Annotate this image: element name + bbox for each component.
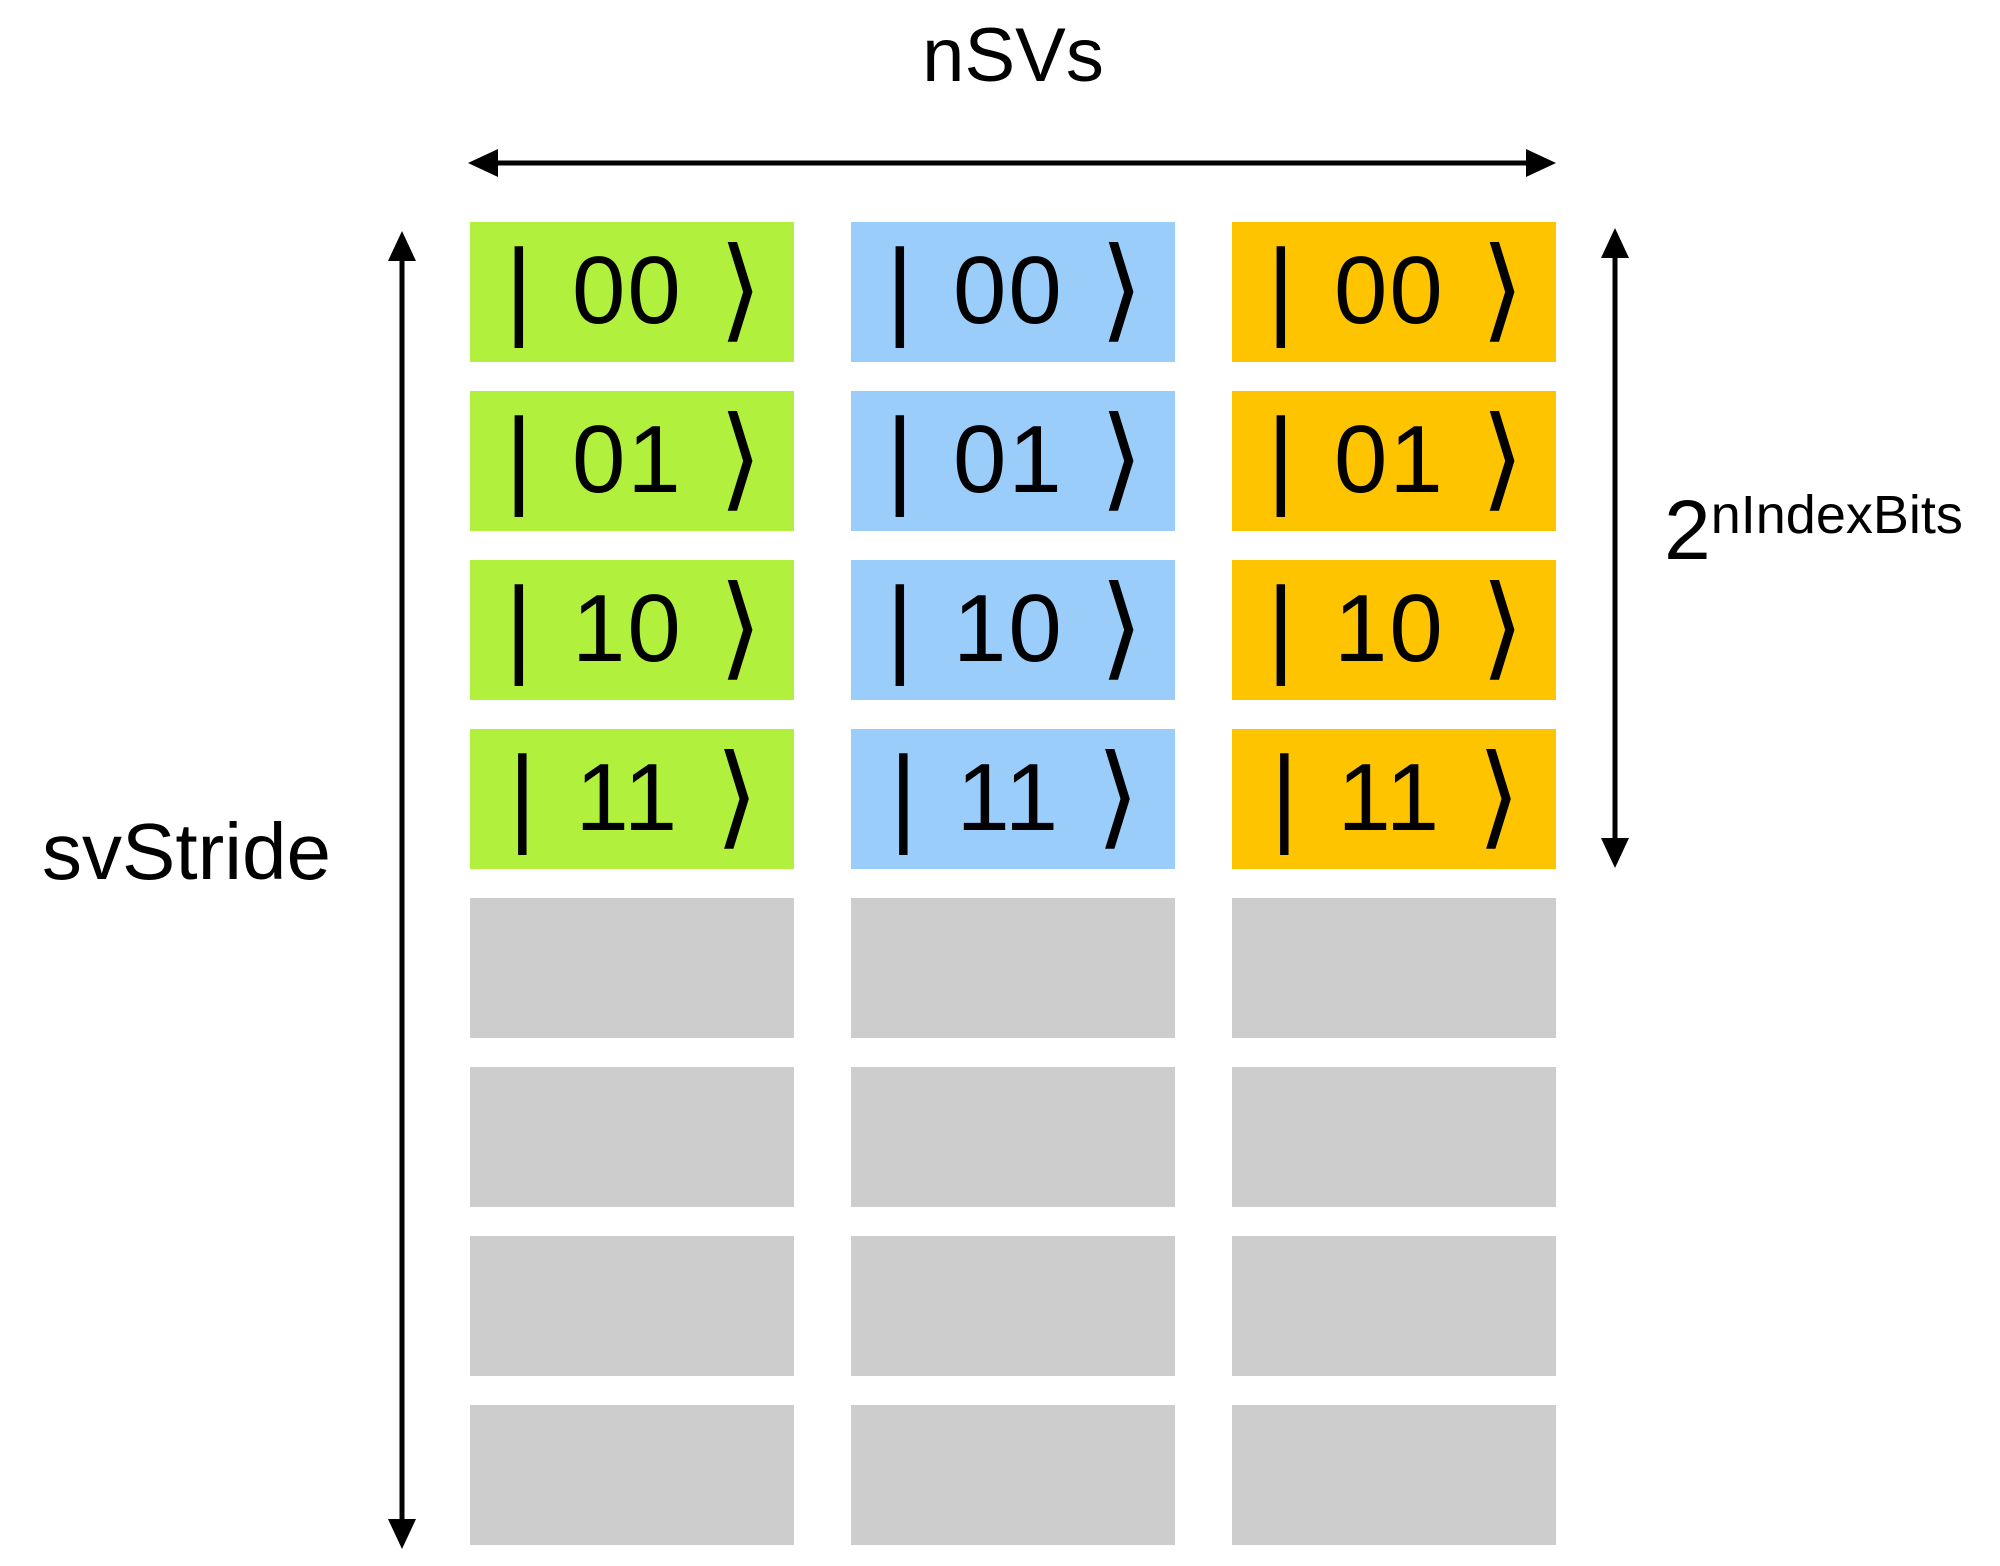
ket-right-angle-icon: ⟩: [1480, 562, 1525, 692]
ket-right-angle-icon: ⟩: [718, 393, 763, 523]
placeholder-cell: [851, 1405, 1175, 1545]
placeholder-cell: [851, 898, 1175, 1038]
ket-bar-glyph: |: [886, 737, 921, 856]
ket-cell-01: | 01 ⟩: [1232, 391, 1556, 531]
placeholder-cell: [1232, 1067, 1556, 1207]
ket-bar-glyph: |: [505, 737, 540, 856]
arrowhead-up-icon: [1601, 228, 1629, 258]
index-bits-height-arrow: [1601, 228, 1629, 868]
placeholder-cell: [1232, 898, 1556, 1038]
ket-right-angle-icon: ⟩: [1099, 393, 1144, 523]
ket-cell-10: | 10 ⟩: [1232, 560, 1556, 700]
ket-bar-glyph: |: [501, 568, 536, 687]
arrowhead-right-icon: [1526, 149, 1556, 177]
ket-bar-glyph: |: [882, 568, 917, 687]
arrowhead-down-icon: [388, 1519, 416, 1549]
ket-cell-00: | 00 ⟩: [851, 222, 1175, 362]
state-vector-column-3: | 00 ⟩ | 01 ⟩ | 10 ⟩ | 11 ⟩: [1232, 222, 1556, 1545]
ket-right-angle-icon: ⟩: [718, 224, 763, 354]
ket-digits: 00: [1333, 237, 1445, 344]
ket-right-angle-icon: ⟩: [1099, 224, 1144, 354]
placeholder-cell: [851, 1067, 1175, 1207]
ket-bar-glyph: |: [1263, 230, 1298, 349]
ket-digits: 01: [571, 406, 683, 513]
ket-bar-glyph: |: [882, 399, 917, 518]
arrowhead-down-icon: [1601, 838, 1629, 868]
ket-bar-glyph: |: [1263, 568, 1298, 687]
ket-cell-10: | 10 ⟩: [851, 560, 1175, 700]
svstride-label: svStride: [42, 807, 331, 896]
ket-digits: 11: [956, 744, 1061, 851]
state-vector-column-1: | 00 ⟩ | 01 ⟩ | 10 ⟩ | 11 ⟩: [470, 222, 794, 1545]
ket-right-angle-icon: ⟩: [1096, 731, 1140, 861]
nsvs-width-arrow: [468, 149, 1556, 177]
arrowhead-up-icon: [388, 231, 416, 261]
ket-cell-10: | 10 ⟩: [470, 560, 794, 700]
index-bits-label: 2nIndexBits: [1664, 488, 1963, 572]
ket-bar-glyph: |: [1263, 399, 1298, 518]
ket-cell-01: | 01 ⟩: [851, 391, 1175, 531]
ket-cell-11: | 11 ⟩: [1232, 729, 1556, 869]
index-bits-exponent: nIndexBits: [1710, 485, 1963, 545]
ket-right-angle-icon: ⟩: [715, 731, 759, 861]
ket-digits: 11: [575, 744, 680, 851]
placeholder-cell: [470, 1405, 794, 1545]
placeholder-cell: [470, 1067, 794, 1207]
ket-cell-00: | 00 ⟩: [470, 222, 794, 362]
ket-right-angle-icon: ⟩: [718, 562, 763, 692]
ket-bar-glyph: |: [882, 230, 917, 349]
ket-digits: 00: [571, 237, 683, 344]
placeholder-cell: [1232, 1405, 1556, 1545]
placeholder-cell: [1232, 1236, 1556, 1376]
state-vector-column-2: | 00 ⟩ | 01 ⟩ | 10 ⟩ | 11 ⟩: [851, 222, 1175, 1545]
placeholder-cell: [851, 1236, 1175, 1376]
ket-right-angle-icon: ⟩: [1480, 393, 1525, 523]
ket-digits: 00: [952, 237, 1064, 344]
nsvs-label: nSVs: [922, 13, 1104, 98]
ket-digits: 01: [952, 406, 1064, 513]
ket-digits: 10: [952, 575, 1064, 682]
placeholder-cell: [470, 898, 794, 1038]
placeholder-cell: [470, 1236, 794, 1376]
ket-digits: 10: [571, 575, 683, 682]
ket-cell-11: | 11 ⟩: [851, 729, 1175, 869]
ket-digits: 01: [1333, 406, 1445, 513]
arrowhead-left-icon: [468, 149, 498, 177]
ket-bar-glyph: |: [501, 399, 536, 518]
svstride-height-arrow: [388, 231, 416, 1549]
ket-right-angle-icon: ⟩: [1477, 731, 1521, 861]
ket-bar-glyph: |: [1267, 737, 1302, 856]
ket-bar-glyph: |: [501, 230, 536, 349]
index-bits-base: 2: [1664, 483, 1711, 577]
ket-digits: 10: [1333, 575, 1445, 682]
ket-cell-01: | 01 ⟩: [470, 391, 794, 531]
ket-digits: 11: [1337, 744, 1442, 851]
ket-right-angle-icon: ⟩: [1480, 224, 1525, 354]
ket-cell-00: | 00 ⟩: [1232, 222, 1556, 362]
ket-right-angle-icon: ⟩: [1099, 562, 1144, 692]
ket-cell-11: | 11 ⟩: [470, 729, 794, 869]
